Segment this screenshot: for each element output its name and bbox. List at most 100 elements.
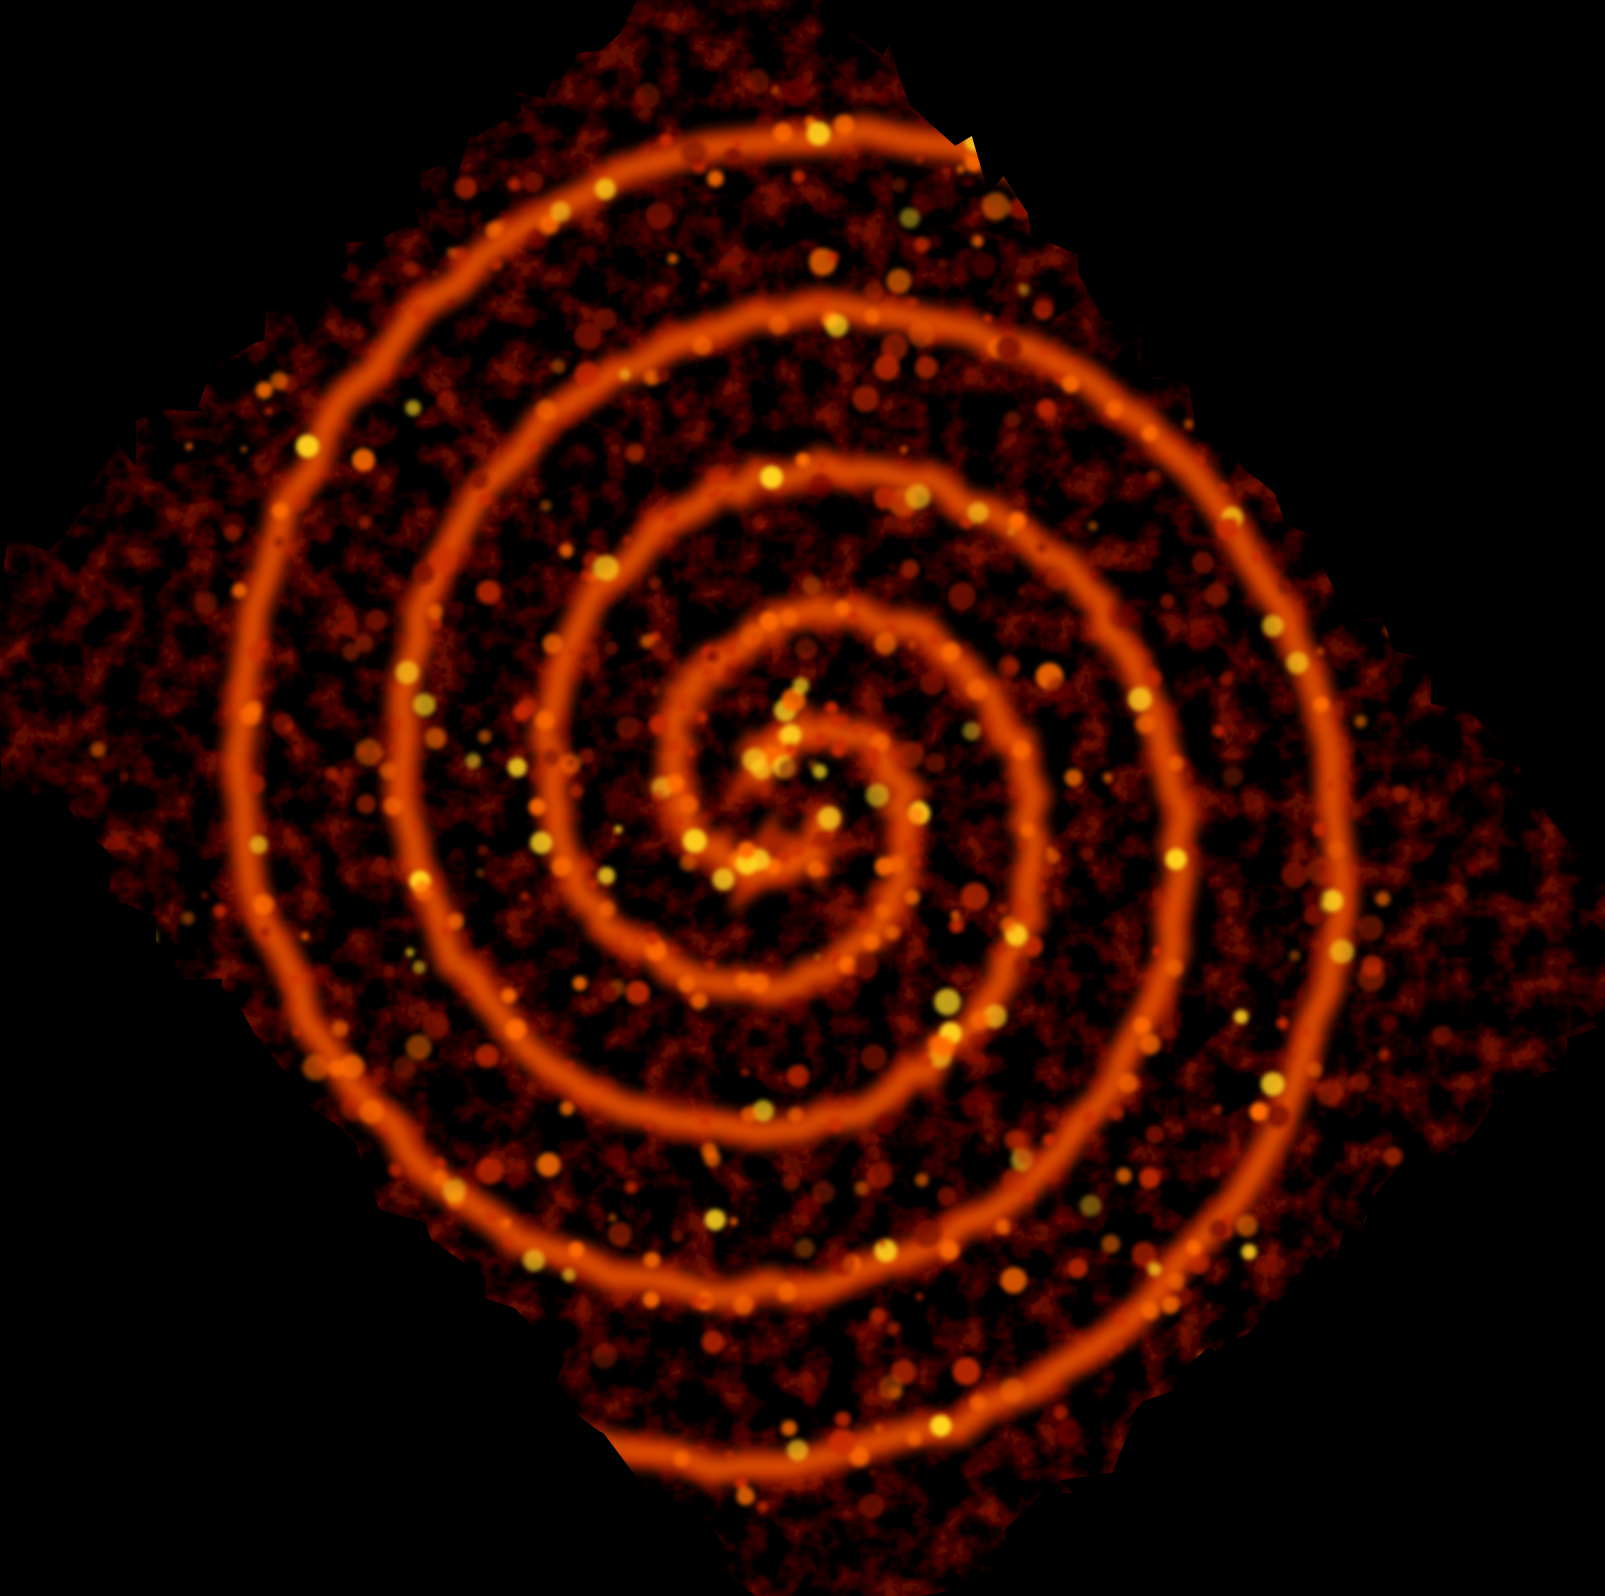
- emission-clump: [812, 1181, 835, 1204]
- emission-clump: [1109, 1105, 1124, 1121]
- emission-clump: [502, 1218, 511, 1228]
- emission-clump: [1000, 1378, 1025, 1403]
- emission-clump: [301, 932, 310, 941]
- emission-clump: [185, 443, 193, 450]
- emission-clump: [934, 988, 961, 1016]
- emission-knot: [997, 903, 1008, 915]
- emission-knot: [594, 178, 616, 200]
- emission-clump: [478, 730, 492, 743]
- emission-clump: [1160, 594, 1175, 609]
- emission-knot: [995, 1219, 1011, 1235]
- emission-clump: [915, 1173, 929, 1187]
- emission-knot: [725, 643, 736, 655]
- emission-knot: [862, 933, 880, 951]
- emission-knot: [296, 434, 319, 458]
- emission-clump: [442, 1179, 466, 1203]
- emission-clump: [528, 1337, 544, 1353]
- emission-clump: [260, 926, 271, 937]
- emission-clump: [792, 677, 810, 694]
- emission-clump: [1318, 863, 1326, 872]
- emission-clump: [1324, 331, 1346, 353]
- emission-knot: [817, 460, 826, 470]
- emission-clump: [1466, 861, 1479, 875]
- emission-clump: [741, 1069, 749, 1076]
- emission-clump: [340, 1097, 364, 1120]
- emission-knot: [528, 798, 547, 816]
- emission-clump: [93, 987, 116, 1010]
- emission-clump: [1080, 1195, 1102, 1217]
- emission-clump: [914, 236, 930, 252]
- emission-clump: [431, 1420, 449, 1437]
- emission-clump: [915, 1293, 924, 1301]
- emission-knot: [1168, 755, 1184, 772]
- emission-knot: [587, 879, 598, 890]
- emission-clump: [625, 1181, 637, 1194]
- emission-clump: [247, 644, 263, 660]
- emission-clump: [1000, 916, 1017, 933]
- emission-knot: [741, 1106, 758, 1123]
- emission-clump: [1189, 1254, 1210, 1274]
- emission-clump: [781, 1420, 797, 1437]
- emission-clump: [1303, 886, 1326, 909]
- emission-knot: [875, 903, 891, 919]
- emission-clump: [1219, 483, 1228, 492]
- emission-clump: [474, 1390, 489, 1405]
- emission-clump: [448, 299, 456, 307]
- emission-knot: [1012, 181, 1026, 195]
- emission-clump: [744, 69, 770, 95]
- emission-knot: [735, 972, 753, 990]
- emission-clump: [826, 251, 839, 264]
- emission-clump: [1235, 1214, 1258, 1237]
- emission-knot: [566, 1061, 574, 1069]
- emission-knot: [501, 988, 517, 1004]
- emission-knot: [906, 1431, 923, 1447]
- emission-knot: [834, 1125, 841, 1132]
- emission-clump: [1314, 421, 1329, 436]
- emission-clump: [550, 201, 571, 222]
- emission-clump: [342, 263, 360, 282]
- emission-clump: [801, 575, 821, 595]
- emission-knot: [1128, 687, 1152, 711]
- emission-clump: [224, 524, 242, 542]
- emission-clump: [1142, 669, 1162, 688]
- emission-clump: [1018, 587, 1026, 596]
- emission-knot: [928, 635, 940, 646]
- emission-clump: [288, 490, 310, 512]
- emission-clump: [1303, 1236, 1315, 1249]
- emission-clump: [1077, 1249, 1091, 1262]
- emission-clump: [265, 407, 273, 415]
- emission-clump: [1213, 1104, 1223, 1114]
- emission-knot: [1054, 170, 1064, 180]
- emission-knot: [664, 509, 678, 523]
- emission-clump: [619, 368, 631, 381]
- emission-clump: [672, 401, 688, 418]
- emission-knot: [835, 714, 849, 728]
- emission-clump: [476, 580, 501, 604]
- emission-clump: [908, 321, 935, 348]
- emission-knot: [1301, 1026, 1311, 1036]
- emission-knot: [1186, 1240, 1202, 1256]
- emission-clump: [1383, 624, 1396, 637]
- emission-knot: [1020, 823, 1035, 838]
- emission-clump: [701, 1330, 724, 1354]
- emission-clump: [799, 1195, 821, 1217]
- emission-knot: [646, 933, 659, 946]
- emission-knot: [859, 918, 869, 928]
- emission-clump: [887, 1321, 900, 1335]
- emission-clump: [542, 748, 560, 766]
- emission-clump: [1013, 900, 1034, 921]
- emission-knot: [1139, 1033, 1161, 1055]
- emission-clump: [388, 1163, 403, 1177]
- emission-knot: [885, 622, 898, 635]
- emission-clump: [406, 1034, 432, 1060]
- emission-clump: [718, 473, 728, 482]
- emission-clump: [1304, 904, 1325, 926]
- emission-knot: [390, 744, 399, 753]
- emission-knot: [413, 693, 436, 717]
- emission-clump: [1045, 569, 1067, 592]
- emission-knot: [569, 784, 584, 799]
- emission-knot: [1135, 714, 1155, 734]
- emission-clump: [242, 543, 253, 554]
- emission-clump: [1033, 292, 1055, 314]
- emission-clump: [255, 382, 273, 399]
